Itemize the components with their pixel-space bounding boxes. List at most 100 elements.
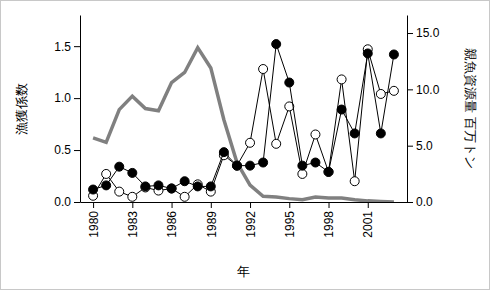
tick-label: 0.5 <box>54 143 71 157</box>
tick: 5.0 <box>407 139 433 153</box>
tick: 1992 <box>244 202 258 238</box>
tick-mark <box>368 202 369 208</box>
tick: 0.0 <box>407 195 433 209</box>
tick-mark <box>407 33 413 34</box>
x-axis: 1980 1983 1986 1989 1992 1995 1998 2001 <box>81 202 408 238</box>
tick: 1995 <box>283 202 297 238</box>
tick-mark <box>74 98 80 99</box>
tick: 1.0 <box>54 91 80 105</box>
tick-label: 1986 <box>165 211 179 238</box>
tick: 1998 <box>322 202 336 238</box>
point <box>337 105 346 114</box>
point <box>376 129 385 138</box>
tick-label: 1.0 <box>54 91 71 105</box>
point <box>141 182 150 191</box>
tick-label: 5.0 <box>416 139 433 153</box>
tick-label: 0.0 <box>54 195 71 209</box>
point <box>167 184 176 193</box>
tick-label: 1.5 <box>54 40 71 54</box>
tick: 1980 <box>87 202 101 238</box>
plot-area <box>89 40 399 202</box>
tick: 1989 <box>205 202 219 238</box>
point <box>232 161 241 170</box>
tick: 0.5 <box>54 143 80 157</box>
tick-mark <box>74 150 80 151</box>
point <box>272 139 281 148</box>
tick-mark <box>407 146 413 147</box>
point <box>246 138 255 147</box>
tick: 0.0 <box>54 195 80 209</box>
tick: 1983 <box>126 202 140 238</box>
tick-mark <box>289 202 290 208</box>
point <box>350 129 359 138</box>
axis-line <box>81 202 408 203</box>
point <box>128 168 137 177</box>
point <box>272 40 281 49</box>
chart: 1980 1983 1986 1989 1992 1995 1998 2001 0.0 0.5 1.… <box>0 0 490 290</box>
tick-mark <box>329 202 330 208</box>
point <box>324 167 333 176</box>
point <box>259 65 268 74</box>
point <box>311 130 320 139</box>
tick-label: 15.0 <box>416 26 440 40</box>
y-axis: 0.0 0.5 1.0 1.5 <box>54 16 80 210</box>
tick: 10.0 <box>407 83 440 97</box>
tick: 1986 <box>165 202 179 238</box>
tick-label: 10.0 <box>416 83 440 97</box>
tick-label: 1983 <box>126 211 140 238</box>
tick: 15.0 <box>407 26 440 40</box>
point <box>154 181 163 190</box>
tick-label: 0.0 <box>416 195 433 209</box>
point <box>337 75 346 84</box>
x-axis-title: 年 <box>237 264 250 279</box>
tick: 1.5 <box>54 40 80 54</box>
tick-mark <box>132 202 133 208</box>
point <box>180 192 189 201</box>
tick-mark <box>74 46 80 47</box>
point <box>89 185 98 194</box>
point <box>298 169 307 178</box>
tick-label: 1989 <box>205 211 219 238</box>
point <box>180 177 189 186</box>
tick-mark <box>172 202 173 208</box>
y2-axis: 0.0 5.0 10.0 15.0 <box>407 16 440 210</box>
tick-mark <box>407 89 413 90</box>
point <box>376 89 385 98</box>
tick-label: 1980 <box>87 211 101 238</box>
point <box>285 78 294 87</box>
point <box>389 86 398 95</box>
tick-mark <box>74 202 80 203</box>
axis-line <box>80 16 81 203</box>
point <box>232 161 241 170</box>
point <box>102 181 111 190</box>
point <box>206 182 215 191</box>
tick: 2001 <box>361 202 375 238</box>
point <box>246 161 255 170</box>
point <box>298 161 307 170</box>
tick-label: 2001 <box>361 211 375 238</box>
point <box>115 187 124 196</box>
tick-label: 1992 <box>244 211 258 238</box>
point <box>167 184 176 193</box>
point <box>363 49 372 58</box>
tick-mark <box>250 202 251 208</box>
tick-label: 1995 <box>283 211 297 238</box>
point <box>259 158 268 167</box>
point <box>389 50 398 59</box>
axis-line <box>407 16 408 203</box>
point <box>219 148 228 157</box>
y-axis-title: 漁獲係数 <box>14 83 29 135</box>
tick-mark <box>211 202 212 208</box>
tick-mark <box>93 202 94 208</box>
frame <box>1 1 490 290</box>
series-line <box>93 44 394 189</box>
point <box>324 167 333 176</box>
y2-axis-title: 親魚資源量 百万トン <box>463 48 478 169</box>
point <box>128 192 137 201</box>
point <box>311 158 320 167</box>
tick-mark <box>407 202 413 203</box>
tick-label: 1998 <box>322 211 336 238</box>
point <box>115 162 124 171</box>
point <box>193 182 202 191</box>
point <box>350 177 359 186</box>
